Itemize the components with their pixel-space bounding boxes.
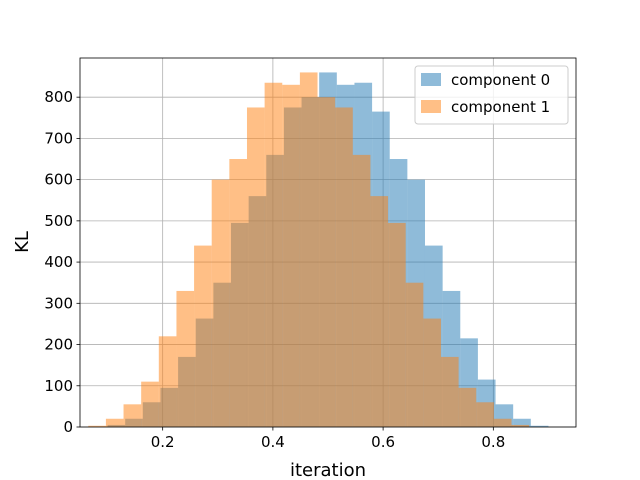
histogram-bar xyxy=(388,222,406,427)
histogram-bar xyxy=(158,336,177,427)
y-tick-label: 500 xyxy=(44,212,73,230)
histogram-bars xyxy=(88,72,549,428)
y-tick-label: 400 xyxy=(44,253,73,271)
legend-label-component-0: component 0 xyxy=(451,71,550,89)
legend-label-component-1: component 1 xyxy=(451,98,550,116)
histogram-bar xyxy=(476,402,494,427)
histogram-bar xyxy=(194,245,212,427)
legend-swatch-component-0 xyxy=(421,73,441,86)
histogram-bar xyxy=(370,196,389,427)
histogram-bar xyxy=(246,107,265,428)
histogram-bar xyxy=(105,418,124,427)
histogram-bar xyxy=(493,418,512,427)
histogram-bar xyxy=(282,84,300,427)
histogram-bar xyxy=(423,318,441,427)
histogram-bar xyxy=(211,179,230,427)
histogram-bar xyxy=(264,82,283,427)
y-tick-label: 0 xyxy=(63,418,73,436)
x-tick-label: 0.2 xyxy=(151,433,175,451)
legend-swatch-component-1 xyxy=(421,100,441,113)
histogram-bar xyxy=(141,381,159,427)
histogram-bar xyxy=(88,425,106,427)
histogram-bar xyxy=(458,387,477,427)
histogram-bar xyxy=(229,159,247,427)
legend-box xyxy=(414,65,569,125)
histogram-bar xyxy=(335,107,353,428)
plot-frame xyxy=(79,57,577,428)
x-tick-label: 0.4 xyxy=(261,433,285,451)
y-tick-label: 600 xyxy=(44,171,73,189)
y-tick-label: 700 xyxy=(44,129,73,147)
histogram-bar xyxy=(530,425,549,427)
y-tick-label: 800 xyxy=(44,88,73,106)
x-tick-label: 0.6 xyxy=(371,433,395,451)
y-axis-label: KL xyxy=(12,231,33,253)
histogram-bar xyxy=(176,290,195,427)
y-tick-label: 200 xyxy=(44,336,73,354)
histogram-bar xyxy=(299,72,318,427)
histogram-bar xyxy=(317,97,336,427)
histogram-bar xyxy=(123,404,142,427)
histogram-bar xyxy=(440,356,459,427)
axis-ticks: 0.2 0.4 0.6 0.8 0 100 200 300 400 500 600 700 800 xyxy=(44,88,505,451)
histogram-bar xyxy=(352,154,371,427)
histogram-bar xyxy=(405,282,424,427)
y-tick-label: 100 xyxy=(44,377,73,395)
histogram-bar xyxy=(513,418,531,427)
series-component-1 xyxy=(88,72,530,428)
y-tick-label: 300 xyxy=(44,294,73,312)
x-axis-label: iteration xyxy=(290,460,366,480)
histogram-bar xyxy=(511,424,530,427)
legend: component 0 component 1 xyxy=(414,65,569,125)
x-tick-label: 0.8 xyxy=(481,433,505,451)
